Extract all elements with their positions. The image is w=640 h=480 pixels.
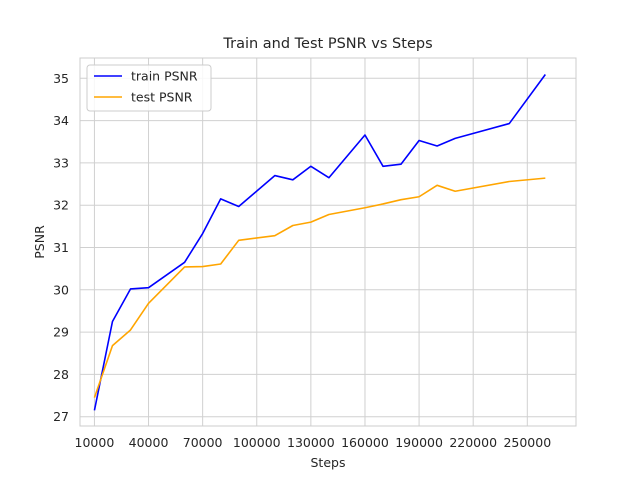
y-tick-label: 29	[53, 325, 69, 340]
train-psnr-line	[93, 74, 546, 411]
test-psnr-line	[93, 177, 546, 398]
legend-label-train: train PSNR	[131, 69, 198, 84]
x-tick-label: 160000	[341, 435, 389, 450]
y-tick-label: 32	[53, 198, 69, 213]
y-tick-label: 27	[53, 409, 69, 424]
legend-label-test: test PSNR	[131, 90, 193, 105]
x-tick-label: 10000	[75, 435, 115, 450]
y-tick-label: 30	[53, 282, 69, 297]
x-tick-label: 190000	[395, 435, 443, 450]
legend: train PSNR test PSNR	[86, 64, 212, 112]
x-tick-label: 250000	[503, 435, 551, 450]
series-layer	[93, 74, 546, 411]
grid-layer	[80, 58, 576, 426]
plot-frame	[79, 57, 577, 427]
x-tick-label: 100000	[233, 435, 281, 450]
x-axis-label: Steps	[311, 455, 346, 470]
y-tick-label: 34	[53, 113, 69, 128]
y-axis-label: PSNR	[32, 225, 47, 259]
y-tick-label: 28	[53, 367, 69, 382]
y-tick-label: 35	[53, 71, 69, 86]
x-tick-label: 70000	[183, 435, 223, 450]
x-tick-label: 130000	[287, 435, 335, 450]
y-tick-label: 31	[53, 240, 69, 255]
y-tick-label: 33	[53, 155, 69, 170]
chart-title: Train and Test PSNR vs Steps	[222, 36, 432, 52]
x-tick-label: 40000	[129, 435, 169, 450]
x-tick-label: 220000	[449, 435, 497, 450]
tick-labels: 10000 40000 70000 100000 130000 160000 190000 2…	[53, 71, 551, 450]
